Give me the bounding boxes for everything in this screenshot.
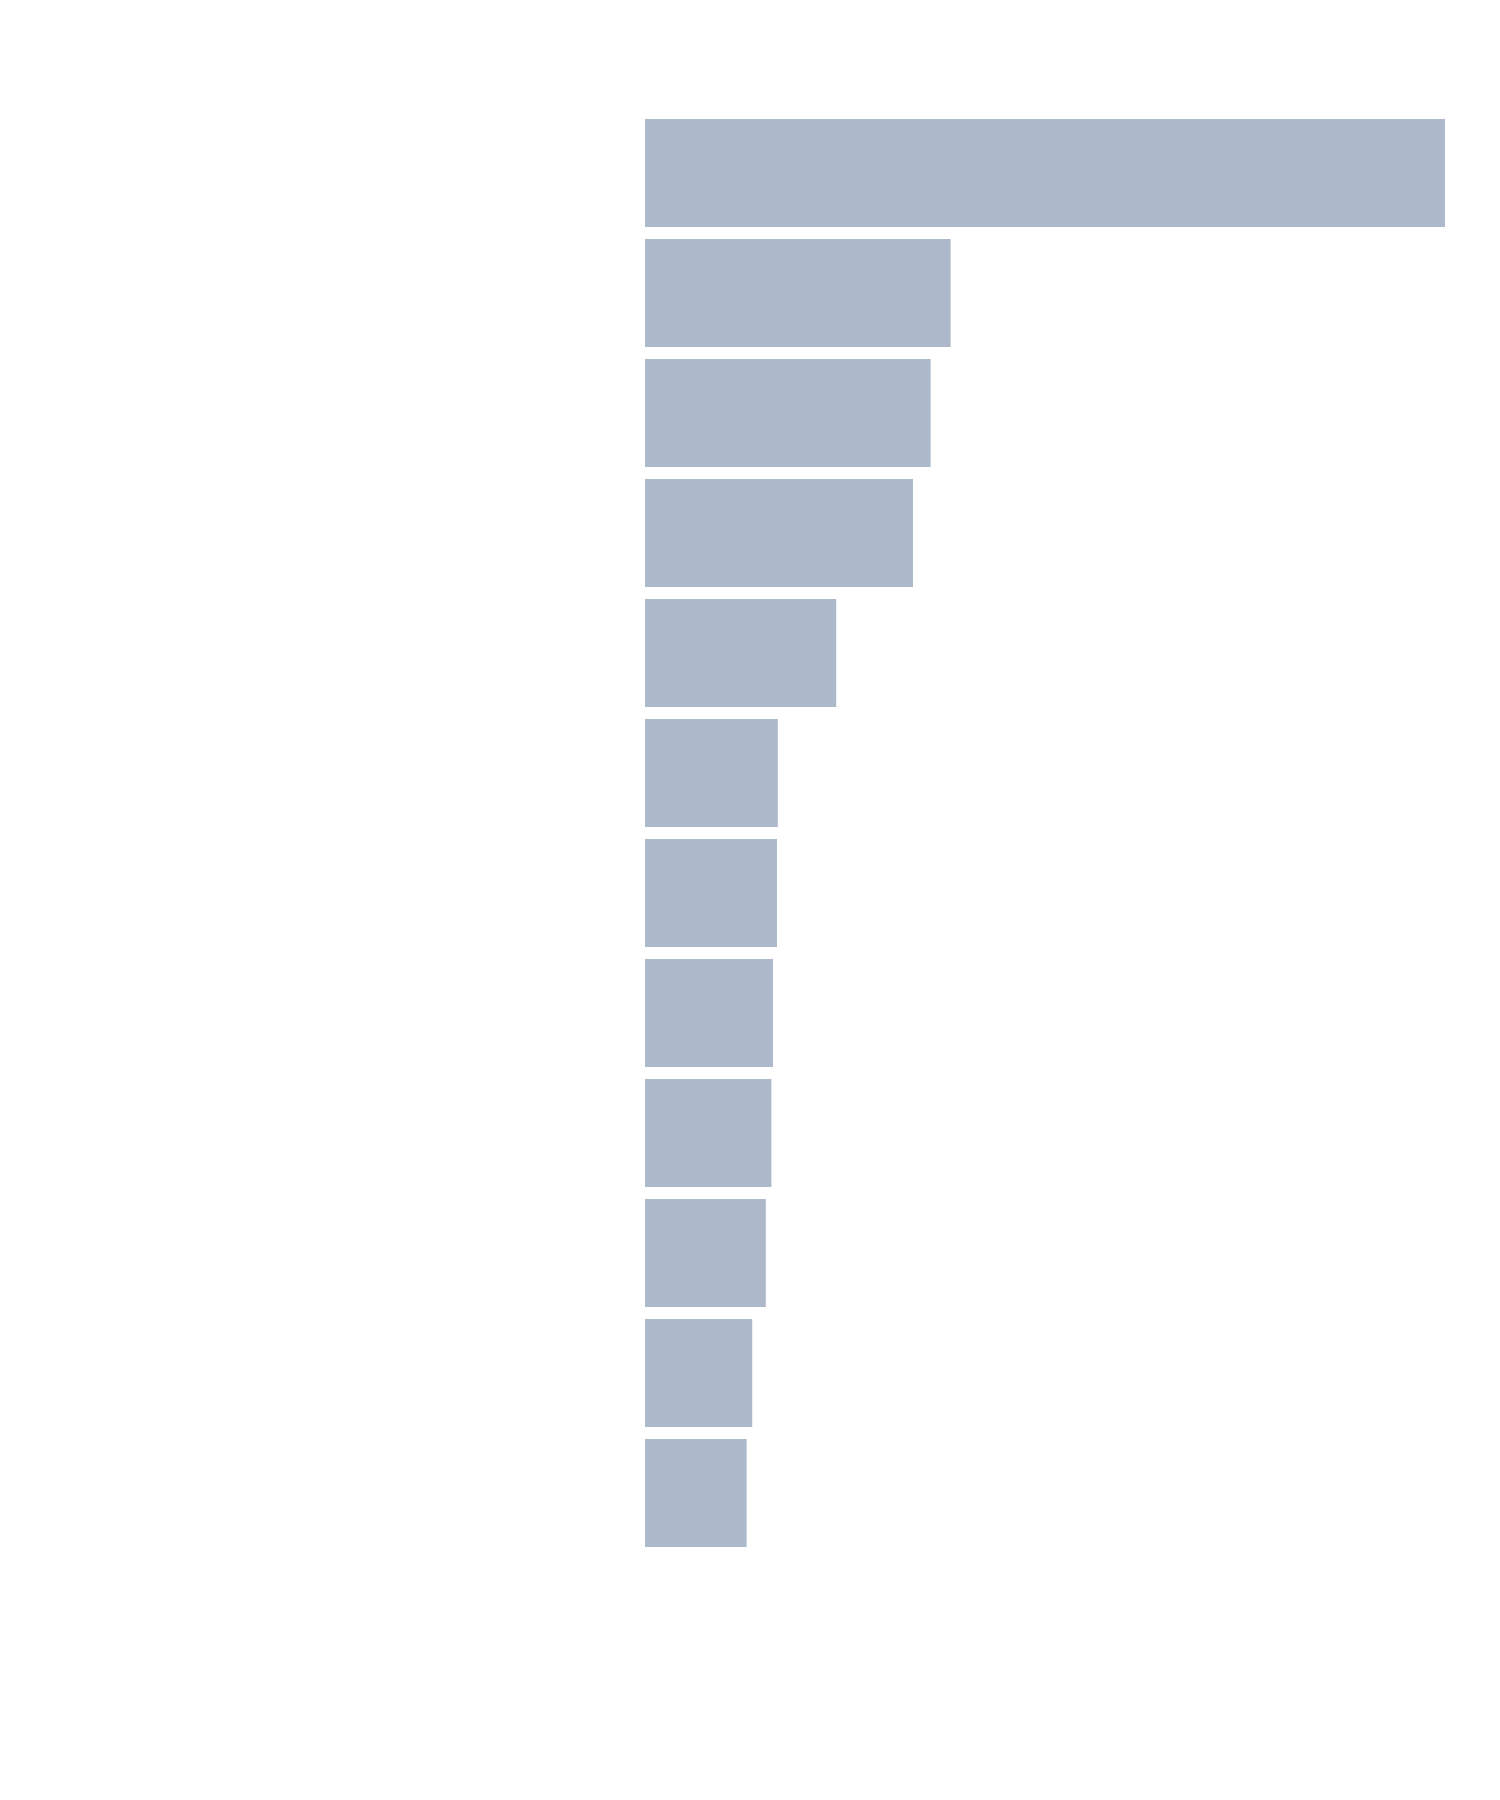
bar-12 [645,1439,747,1547]
bar-6 [645,719,778,827]
bar-11 [645,1319,753,1427]
bars-group [645,119,1445,1547]
bar-3 [645,359,931,467]
bar-1 [645,119,1445,227]
bar-10 [645,1199,766,1307]
bar-7 [645,839,777,947]
bar-2 [645,239,951,347]
bar-4 [645,479,913,587]
bar-5 [645,599,837,707]
bar-8 [645,959,773,1067]
bar-9 [645,1079,772,1187]
